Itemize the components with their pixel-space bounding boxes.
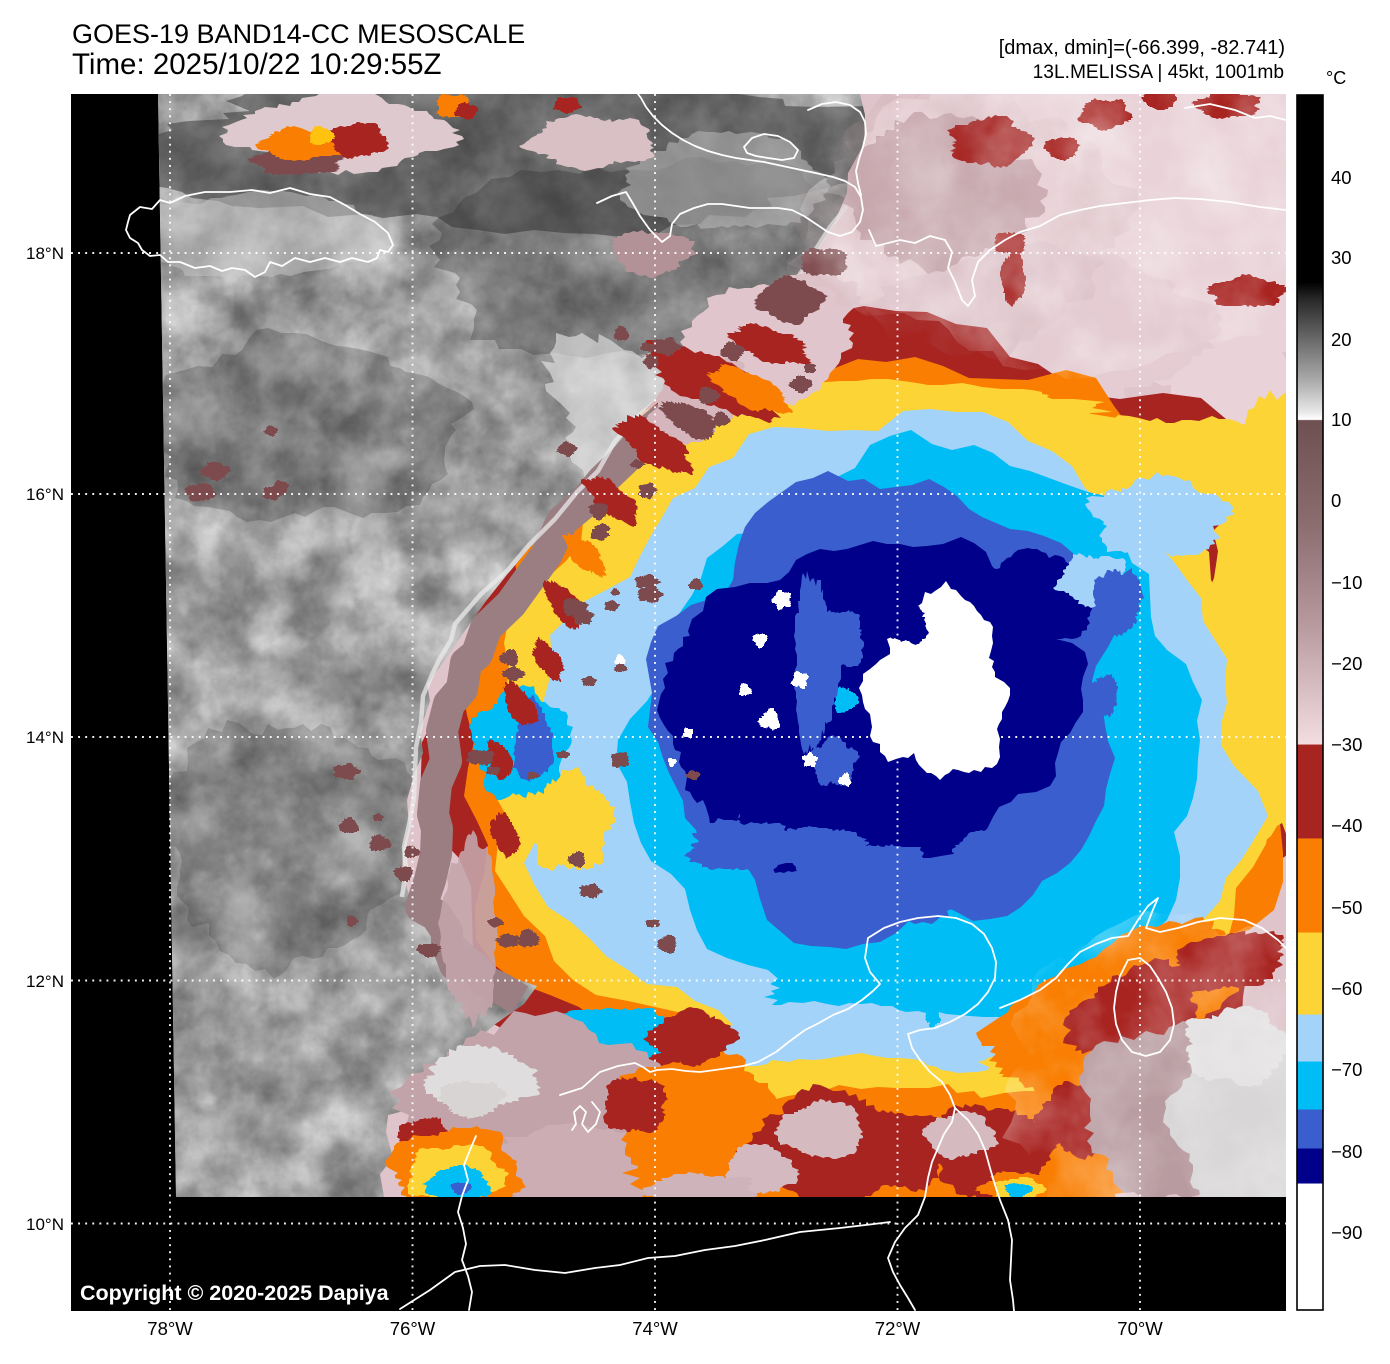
- svg-text:74°W: 74°W: [632, 1318, 678, 1339]
- svg-text:Time: 2025/10/22 10:29:55Z: Time: 2025/10/22 10:29:55Z: [72, 48, 442, 81]
- svg-text:18°N: 18°N: [26, 244, 64, 263]
- svg-text:72°W: 72°W: [875, 1318, 921, 1339]
- svg-text:0: 0: [1331, 490, 1341, 511]
- svg-text:40: 40: [1331, 167, 1352, 188]
- svg-text:[dmax, dmin]=(-66.399, -82.741: [dmax, dmin]=(-66.399, -82.741): [999, 37, 1285, 59]
- svg-text:−90: −90: [1331, 1222, 1362, 1243]
- svg-text:−80: −80: [1331, 1141, 1362, 1162]
- svg-text:78°W: 78°W: [147, 1318, 193, 1339]
- svg-text:−70: −70: [1331, 1059, 1362, 1080]
- svg-text:−60: −60: [1331, 978, 1362, 999]
- svg-text:14°N: 14°N: [26, 728, 64, 747]
- svg-text:13L.MELISSA | 45kt, 1001mb: 13L.MELISSA | 45kt, 1001mb: [1033, 62, 1284, 83]
- svg-text:−50: −50: [1331, 897, 1362, 918]
- svg-text:10: 10: [1331, 409, 1352, 430]
- svg-text:Copyright © 2020-2025 Dapiya: Copyright © 2020-2025 Dapiya: [80, 1281, 390, 1305]
- svg-text:20: 20: [1331, 329, 1352, 350]
- svg-text:GOES-19 BAND14-CC MESOSCALE: GOES-19 BAND14-CC MESOSCALE: [72, 19, 525, 49]
- svg-text:−10: −10: [1331, 572, 1362, 593]
- svg-text:76°W: 76°W: [390, 1318, 436, 1339]
- svg-text:−30: −30: [1331, 734, 1362, 755]
- svg-text:70°W: 70°W: [1117, 1318, 1163, 1339]
- svg-text:°C: °C: [1326, 68, 1346, 88]
- svg-text:−40: −40: [1331, 815, 1362, 836]
- svg-text:10°N: 10°N: [26, 1215, 64, 1234]
- svg-text:30: 30: [1331, 247, 1352, 268]
- svg-text:12°N: 12°N: [26, 972, 64, 991]
- svg-text:−20: −20: [1331, 653, 1362, 674]
- svg-text:16°N: 16°N: [26, 485, 64, 504]
